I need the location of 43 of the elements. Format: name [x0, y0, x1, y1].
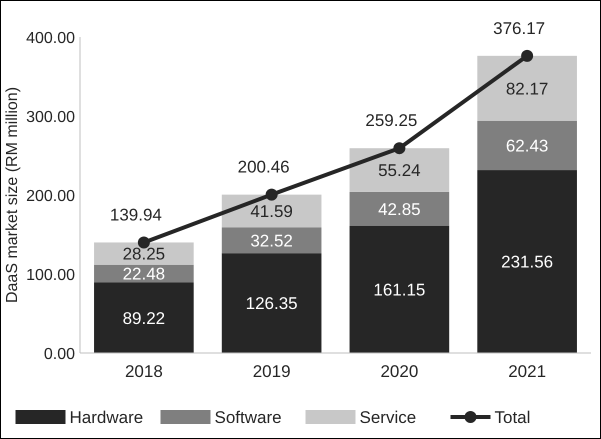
y-tick-label: 0.00: [44, 346, 76, 363]
bar: [350, 148, 450, 192]
data-label: 28.25: [122, 244, 166, 264]
bar: [350, 192, 450, 226]
point: [266, 188, 278, 201]
bar: [94, 282, 194, 353]
data-label: 41.59: [250, 202, 293, 222]
data-label: 22.48: [122, 264, 166, 284]
data-label: 89.22: [122, 308, 166, 328]
data-label: 139.94: [110, 205, 162, 224]
bar: [222, 253, 322, 353]
y-axis-title: DaaS market size (RM million): [4, 86, 21, 304]
data-label: 126.35: [246, 294, 298, 314]
data-label: 32.52: [250, 231, 293, 250]
legend-label: Service: [360, 408, 416, 427]
x-tick-label: 2019: [252, 362, 291, 381]
bar: [477, 120, 577, 170]
x-tick-label: 2021: [508, 362, 546, 381]
data-label: 231.56: [501, 252, 554, 272]
y-tick-label: 200.00: [26, 188, 76, 205]
data-label: 55.24: [378, 161, 421, 180]
point: [521, 50, 534, 62]
bar: [477, 170, 577, 353]
data-label: 42.85: [378, 200, 421, 219]
bar: [350, 226, 450, 353]
legend-label: Total: [494, 408, 530, 427]
bar: [477, 56, 577, 121]
data-label: 62.43: [506, 136, 548, 156]
legend-label: Software: [214, 408, 282, 427]
data-label: 161.15: [373, 280, 426, 300]
x-tick-label: 2018: [124, 362, 163, 381]
x-tick-label: 2020: [380, 362, 418, 381]
y-tick-label: 100.00: [26, 267, 76, 284]
data-label: 259.25: [365, 111, 418, 130]
bar: [222, 227, 322, 254]
point: [138, 236, 150, 248]
data-label: 200.46: [238, 158, 290, 177]
y-tick-label: 300.00: [26, 109, 76, 126]
data-label: 82.17: [506, 79, 548, 98]
y-tick-label: 400.00: [26, 30, 76, 47]
legend-label: Hardware: [70, 408, 144, 427]
point: [393, 142, 406, 154]
data-label: 376.17: [493, 18, 546, 38]
